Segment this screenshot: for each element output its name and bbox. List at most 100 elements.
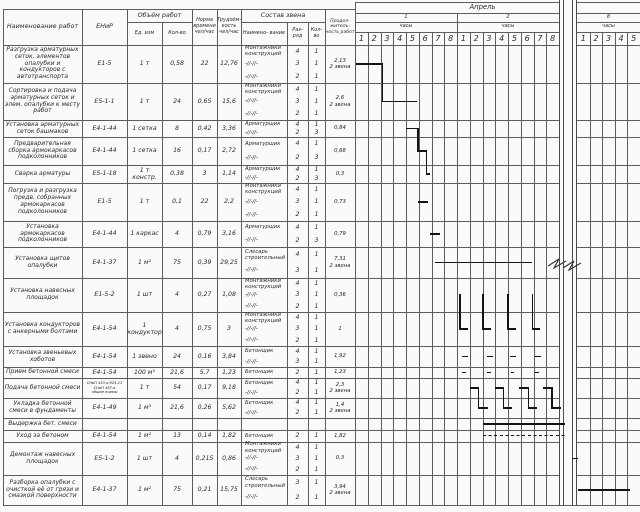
column-header-grade: Раз- ряд (292, 26, 303, 39)
crew-name-cell: Монтажники конструкций (245, 183, 282, 196)
grid-line (627, 32, 629, 505)
enir-cell (82, 418, 127, 430)
crew-grade-cell: 3 (295, 454, 300, 462)
gantt-bar (483, 423, 566, 425)
qty-cell: 4 (175, 291, 179, 299)
crew-name-cell: -//-//- (245, 110, 258, 117)
crew-qty-cell: 1 (314, 251, 319, 259)
qty-cell: 8 (175, 124, 179, 132)
crew-grade-cell: 2 (295, 368, 300, 376)
gantt-bar (509, 355, 516, 358)
unit-cell: 1 м² (137, 486, 152, 494)
crew-qty-cell: 1 (314, 97, 319, 105)
crew-qty-cell: 1 (314, 465, 319, 473)
crew-qty-cell: 1 (314, 165, 319, 173)
gantt-bar (503, 407, 513, 409)
labor-cell: 2,2 (224, 198, 234, 206)
crew-qty-cell: 3 (314, 129, 319, 137)
crew-name-cell: Бетонщик (245, 369, 274, 376)
gantt-bar (528, 407, 538, 409)
crew-qty-cell: 1 (314, 110, 319, 118)
duration-crew-note: 2 звена (329, 101, 351, 108)
gantt-connector (459, 294, 461, 330)
work-name-cell: Установка армокаркасов подколонников (17, 222, 68, 244)
norm-cell: 0,65 (197, 97, 212, 105)
grid-line (217, 9, 218, 505)
enir-cell: Е5-1-18 (92, 170, 117, 178)
qty-cell (162, 418, 192, 430)
gantt-connector (417, 127, 419, 152)
unit-cell: 1 т констр. (132, 166, 157, 181)
column-header-name: Наименование работ (6, 22, 79, 31)
grid-line (3, 346, 640, 347)
enir-cell: Е4-1-49 (92, 404, 117, 412)
crew-grade-cell: 3 (295, 358, 300, 366)
crew-qty-cell: 1 (314, 347, 319, 355)
crew-qty-cell: 1 (314, 399, 319, 407)
qty-cell: 0,38 (170, 170, 184, 178)
labor-cell: 1,82 (222, 432, 236, 440)
column-header-qty: Кол-во (168, 29, 186, 36)
crew-name-cell: Монтажники конструкций (245, 83, 282, 96)
unit-cell: 1 т (139, 198, 150, 206)
crew-name-cell: -//-//- (245, 494, 258, 501)
duration-crew-note: 2 звена (329, 64, 351, 70)
grid-line (3, 430, 640, 431)
work-name-cell: Укладка бетонной смеси в фундаменты (9, 400, 76, 414)
crew-grade-cell: 4 (295, 251, 300, 259)
qty-cell: 21,6 (170, 404, 184, 412)
qty-cell: 54 (173, 384, 181, 392)
hour-label: 7 (537, 33, 543, 43)
crew-grade-cell: 2 (295, 493, 300, 501)
crew-qty-cell: 1 (314, 211, 319, 219)
gantt-bar (418, 201, 428, 203)
work-name-cell: Предварительная сборка армокаркасов подк… (8, 139, 77, 161)
crew-grade-cell: 4 (295, 185, 300, 193)
crew-name-cell: Бетонщик (245, 432, 274, 439)
grid-line (482, 32, 484, 505)
crew-name-cell: -//-//- (245, 198, 258, 205)
grid-line (127, 22, 192, 23)
sheet-break-gap (559, 0, 577, 505)
gantt-bar (535, 371, 540, 374)
gantt-bar (494, 387, 504, 389)
gantt-bar (356, 63, 383, 65)
gantt-connector (527, 387, 529, 409)
grid-line (3, 120, 640, 121)
duration-value: 1,92 (334, 353, 346, 360)
crew-grade-cell: 2 (295, 465, 300, 473)
unit-cell: 1 т (139, 384, 150, 392)
crew-qty-cell: 1 (314, 379, 319, 387)
unit-cell: 1 кондуктор (127, 321, 162, 336)
labor-cell: 12,76 (220, 60, 238, 68)
gantt-connector (482, 294, 484, 330)
duration-value: 7,31 (334, 256, 346, 263)
enir-ref-line: общие нормы (91, 390, 118, 395)
crew-name-cell: Монтажники конструкций (245, 45, 282, 58)
crew-name-cell: -//-//- (245, 154, 258, 161)
work-name-cell: Сортировка и подача арматурных сеток и э… (4, 86, 81, 115)
break-zigzag-symbol (547, 258, 582, 271)
crew-name-cell: Слесарь строительный (245, 476, 285, 489)
column-header-crew-qty: Кол- во (310, 26, 323, 39)
norm-cell: 22 (200, 60, 209, 68)
crew-name-cell: Монтажники конструкций (245, 441, 282, 454)
hour-label: 1 (358, 33, 364, 43)
qty-cell: 24 (173, 97, 181, 105)
crew-grade-cell: 2 (295, 129, 300, 137)
crew-name-cell: -//-//- (245, 389, 258, 396)
gantt-bar (430, 233, 440, 235)
column-header-enir: ЕНиР (96, 22, 113, 31)
enir-cell: Е5-1-2 (94, 454, 115, 462)
duration-cell: 0,68 (325, 137, 355, 165)
gantt-bar (508, 328, 516, 330)
labor-cell: 3 (227, 325, 231, 333)
crew-name-cell: -//-//- (245, 73, 258, 80)
qty-cell: 16 (173, 147, 181, 155)
gantt-bar (483, 328, 491, 330)
work-name-cell: Установка звеньевых хоботов (8, 348, 77, 363)
work-name-cell: Сварка арматуры (14, 169, 71, 177)
column-header-crew: Состав звена (260, 10, 306, 19)
hour-label: 6 (524, 33, 530, 43)
